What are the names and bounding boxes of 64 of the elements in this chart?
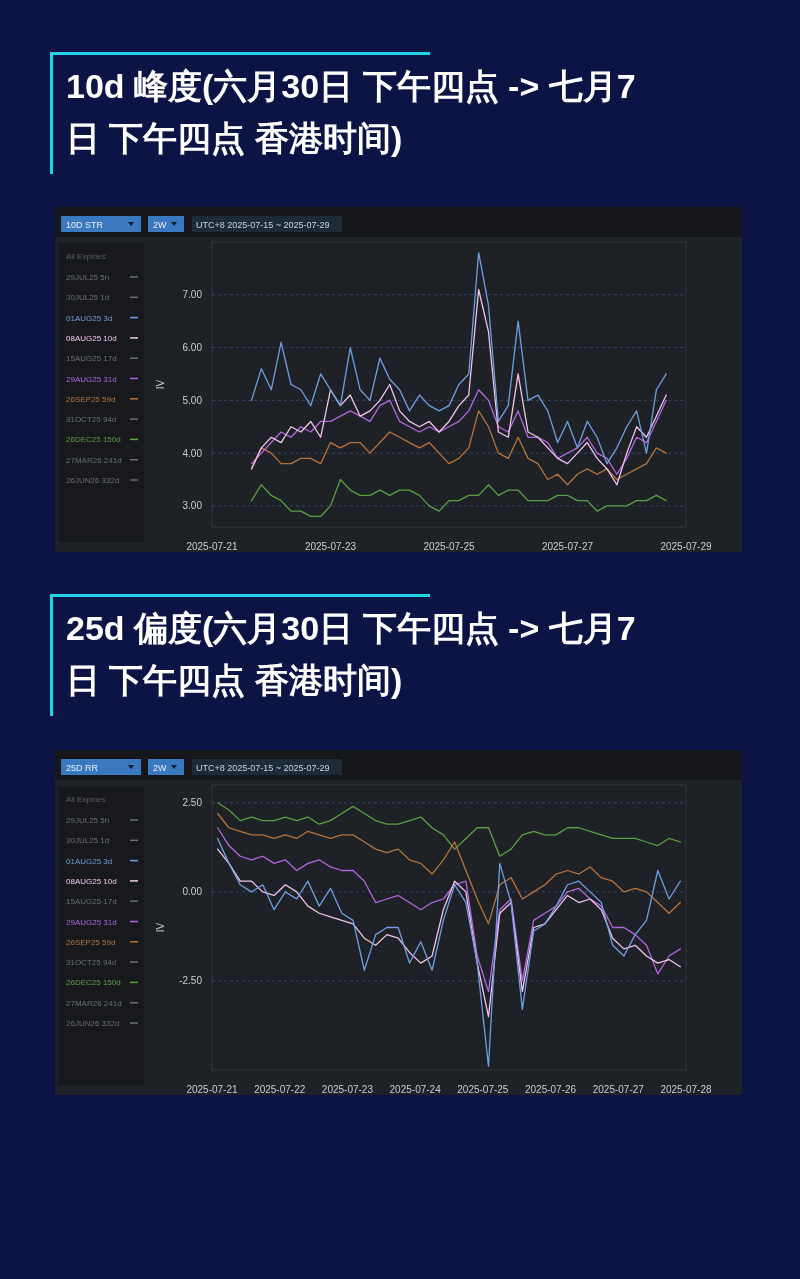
legend-label: 26DEC25 150d xyxy=(66,435,121,445)
x-tick-label: 2025-07-25 xyxy=(457,1084,509,1095)
y-axis-title: IV xyxy=(155,379,166,390)
text: 25D RR xyxy=(66,763,99,773)
line-series xyxy=(216,827,682,993)
y-tick-label: 4.00 xyxy=(182,447,203,459)
line-series xyxy=(216,812,682,925)
legend-label: 30JUL25 1d xyxy=(66,293,110,303)
text: 2W xyxy=(153,763,168,773)
x-tick-label: 2025-07-23 xyxy=(321,1084,374,1095)
x-tick-label: 2025-07-27 xyxy=(592,1084,645,1095)
line-series xyxy=(250,478,667,518)
legend-label: 15AUG25 17d xyxy=(66,897,117,907)
chart-title: 10d 峰度(六月30日 下午四点 -> 七月7日 下午四点 香港时间) xyxy=(66,67,636,157)
y-tick-label: 5.00 xyxy=(182,394,203,406)
x-tick-label: 2025-07-27 xyxy=(541,541,594,552)
y-tick-label: 2.50 xyxy=(182,797,203,809)
legend-label: 26SEP25 59d xyxy=(66,394,116,404)
legend-label: 30JUL25 1d xyxy=(66,836,110,846)
x-tick-label: 2025-07-26 xyxy=(524,1084,577,1095)
legend-title: All Expiries xyxy=(66,252,106,261)
text: UTC+8 2025-07-15 ~ 2025-07-29 xyxy=(196,763,330,773)
legend-label: 27MAR26 241d xyxy=(66,998,122,1008)
line-series xyxy=(216,802,682,857)
legend-label: 29AUG25 31d xyxy=(66,917,117,927)
x-tick-label: 2025-07-22 xyxy=(254,1084,306,1095)
x-tick-label: 2025-07-23 xyxy=(304,541,357,552)
y-tick-label: 0.00 xyxy=(182,886,203,898)
legend-label: 31OCT25 94d xyxy=(66,958,117,968)
legend-label: 29AUG25 31d xyxy=(66,374,117,384)
y-tick-label: 7.00 xyxy=(182,289,203,301)
line-series xyxy=(216,848,682,1018)
legend-label: 08AUG25 10d xyxy=(66,333,117,343)
legend-label: 27MAR26 241d xyxy=(66,455,122,465)
x-tick-label: 2025-07-29 xyxy=(660,541,713,552)
x-tick-label: 2025-07-25 xyxy=(423,541,476,552)
legend-title: All Expiries xyxy=(66,795,106,804)
text: UTC+8 2025-07-15 ~ 2025-07-29 xyxy=(196,220,330,230)
x-tick-label: 2025-07-28 xyxy=(660,1084,713,1095)
y-tick-label: 3.00 xyxy=(182,500,203,512)
line-series xyxy=(216,837,682,1068)
legend-label: 15AUG25 17d xyxy=(66,354,117,364)
x-tick-label: 2025-07-21 xyxy=(186,1084,239,1095)
legend-label: 26JUN26 332d xyxy=(66,476,120,485)
legend-label: 29JUL25 5h xyxy=(66,273,110,282)
line-series xyxy=(250,288,667,486)
x-tick-label: 2025-07-21 xyxy=(186,541,239,552)
legend-label: 31OCT25 94d xyxy=(66,415,117,425)
legend-label: 01AUG25 3d xyxy=(66,313,113,323)
text: 10D STR xyxy=(66,220,104,230)
legend-label: 26DEC25 150d xyxy=(66,978,121,988)
legend-label: 29JUL25 5h xyxy=(66,816,110,825)
legend-label: 26JUN26 332d xyxy=(66,1019,120,1028)
line-series xyxy=(250,389,667,475)
legend-label: 08AUG25 10d xyxy=(66,876,117,886)
chart-title: 25d 偏度(六月30日 下午四点 -> 七月7日 下午四点 香港时间) xyxy=(66,609,636,699)
legend-label: 26SEP25 59d xyxy=(66,937,116,947)
y-tick-label: -2.50 xyxy=(179,975,203,987)
legend-label: 01AUG25 3d xyxy=(66,856,113,866)
y-axis-title: IV xyxy=(155,922,166,933)
line-series xyxy=(250,251,667,465)
y-tick-label: 6.00 xyxy=(182,342,203,354)
x-tick-label: 2025-07-24 xyxy=(389,1084,442,1095)
text: 2W xyxy=(153,220,168,230)
